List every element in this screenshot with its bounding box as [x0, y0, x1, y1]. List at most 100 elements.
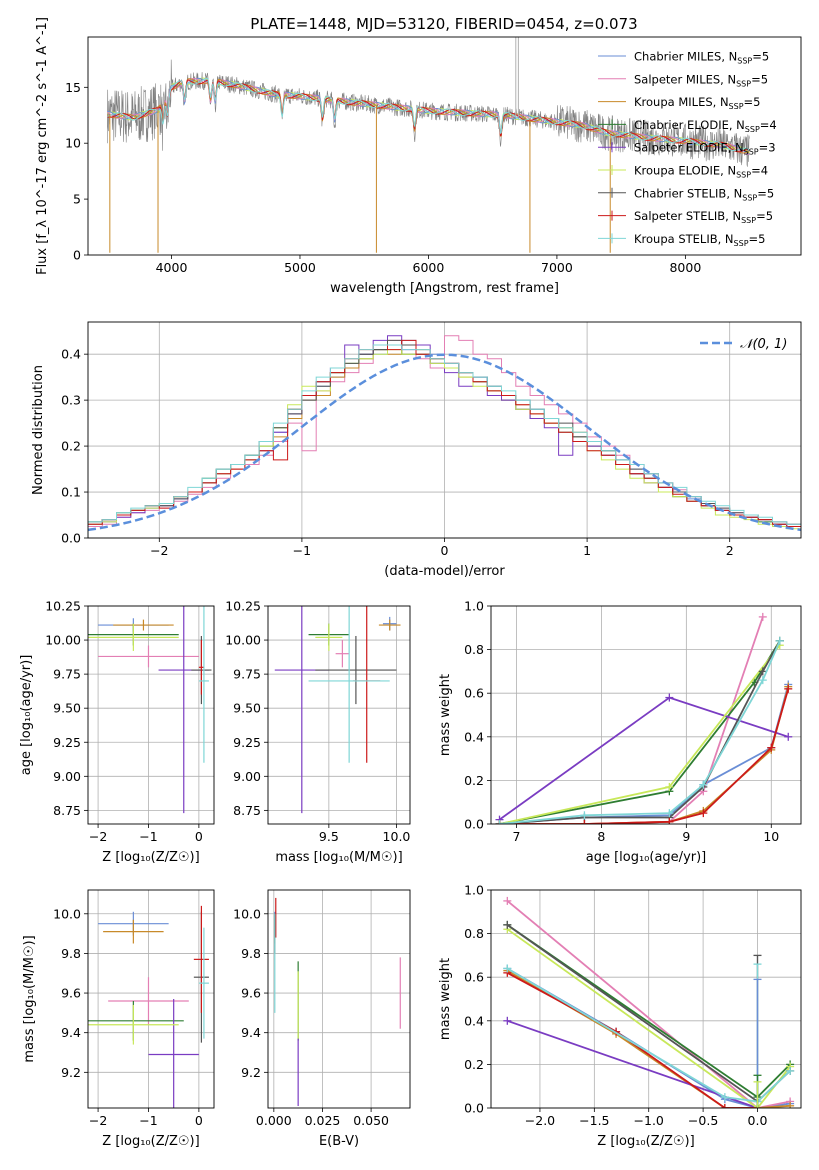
errorbar-point [198, 640, 204, 695]
residuals-panel: −2 −1 0 1 2 0.0 0.1 0.2 0.3 0.4 (data-model)/error… [31, 321, 802, 579]
y-tick-label: 0.2 [464, 1057, 484, 1072]
x-tick-label: 8000 [669, 260, 701, 275]
x-tick-label: −1 [139, 1113, 157, 1128]
plus-marker [699, 809, 708, 818]
x-tick-label: 7000 [541, 260, 573, 275]
mass-weight-line [498, 696, 789, 821]
y-tick-label: 9.2 [61, 1065, 81, 1080]
y-tick-label: 0.1 [61, 485, 81, 500]
plot-area [88, 606, 212, 814]
x-tick-label: 5000 [284, 260, 316, 275]
x-axis-label: mass [log₁₀(M/M☉)] [275, 850, 402, 865]
plus-marker [503, 1016, 512, 1025]
figure-title: PLATE=1448, MJD=53120, FIBERID=0454, z=0… [250, 15, 637, 33]
legend-label: Chabrier ELODIE, NSSP=4 [634, 118, 777, 134]
x-tick-label: −2 [89, 829, 107, 844]
x-tick-label: −1 [139, 829, 157, 844]
errorbar-point [103, 919, 164, 944]
errorbar-point [308, 606, 390, 763]
mass-weight-line [506, 967, 791, 1103]
mass-weight-vs-age-panel: 7 8 9 10 0.0 0.2 0.4 0.6 0.8 1.0 age [log₁₀(age/yr… [438, 599, 802, 865]
legend-label: Kroupa ELODIE, NSSP=4 [634, 164, 768, 180]
x-tick-label: 10 [763, 829, 779, 844]
plus-marker [665, 809, 674, 818]
errorbar-point [198, 927, 209, 1039]
x-tick-label: −2 [150, 543, 168, 558]
y-tick-label: 10.00 [45, 633, 81, 648]
errorbar-point [88, 623, 179, 651]
plus-marker [786, 1101, 795, 1108]
errorbar-point [315, 635, 397, 705]
axes-frame [267, 605, 411, 825]
plus-marker [580, 820, 589, 824]
x-tick-label: −1 [293, 543, 311, 558]
y-tick-label: 9.75 [53, 667, 81, 682]
y-tick-label: 1.0 [464, 599, 484, 614]
y-tick-label: 0.3 [61, 393, 81, 408]
plus-marker [784, 684, 793, 693]
y-tick-label: 9.6 [61, 986, 81, 1001]
y-axis-label: Flux [f_λ 10^-17 erg cm^-2 s^-1 A^-1] [35, 17, 50, 275]
plus-marker [495, 820, 504, 824]
x-tick-label: 0.000 [256, 1113, 292, 1128]
legend-label: Kroupa STELIB, NSSP=5 [634, 232, 765, 248]
y-tick-label: 0.0 [61, 531, 81, 546]
y-axis-label: mass weight [438, 958, 453, 1040]
plus-marker [503, 896, 512, 905]
axes-frame [87, 36, 802, 256]
mass-vs-ebv-panel: 0.000 0.025 0.050 9.2 9.4 9.6 9.8 10.0 E(B-V) [233, 889, 411, 1149]
errorbar-point [193, 905, 209, 1013]
errorbar-point [335, 640, 350, 668]
x-tick-label: 0.0 [748, 1113, 768, 1128]
plus-marker [665, 782, 674, 791]
y-tick-label: 10.0 [233, 906, 261, 921]
y-tick-label: 0.8 [464, 642, 484, 657]
y-axis-label: mass weight [438, 674, 453, 756]
x-axis-label: (data-model)/error [384, 564, 505, 579]
plus-marker [784, 732, 793, 741]
errorbar-point [98, 645, 199, 668]
y-tick-label: 0.2 [464, 773, 484, 788]
y-tick-label: 8.75 [53, 803, 81, 818]
y-tick-label: 9.75 [233, 667, 261, 682]
errorbar-point [315, 623, 343, 651]
x-tick-label: 7 [513, 829, 521, 844]
mass-vs-metallicity-panel: −2 −1 0 9.2 9.4 9.6 9.8 10.0 Z [log₁₀(Z/Z☉)] mass… [22, 889, 215, 1149]
plus-marker [503, 920, 512, 929]
plus-marker [503, 964, 512, 973]
errorbar-point [148, 999, 199, 1108]
model-spectrum [107, 77, 750, 151]
y-tick-label: 10 [65, 136, 81, 151]
mass-weight-vs-metallicity-panel: −2.0 −1.5 −1.0 −0.5 0.0 0.0 0.2 0.4 0.6 0.8 1.0 Z [… [438, 883, 802, 1149]
plot-area [274, 606, 401, 814]
plus-marker [580, 811, 589, 820]
mass-weight-line [499, 640, 781, 824]
x-tick-label: 0.025 [305, 1113, 341, 1128]
normal-curve [88, 353, 801, 532]
mass-weight-line [499, 640, 781, 824]
mass-weight-line [499, 640, 781, 824]
x-tick-label: 0.050 [353, 1113, 389, 1128]
plus-marker [720, 1104, 729, 1108]
x-axis-label: Z [log₁₀(Z/Z☉)] [597, 1134, 694, 1149]
plus-marker [758, 612, 767, 621]
x-tick-label: 9 [682, 829, 690, 844]
y-tick-label: 5 [73, 192, 81, 207]
plus-marker [758, 676, 767, 685]
plot-area [88, 905, 209, 1108]
errorbar-point [88, 1004, 179, 1045]
axes-frame [267, 889, 411, 1109]
y-tick-label: 9.25 [53, 735, 81, 750]
legend-label: Salpeter MILES, NSSP=5 [634, 72, 768, 88]
y-axis-label: Normed distribution [31, 365, 46, 495]
x-tick-label: 0 [441, 543, 449, 558]
plus-marker [767, 743, 776, 752]
plus-marker [720, 1093, 729, 1102]
spectrum-panel: 4000 5000 6000 7000 8000 0 5 10 15 wavelength [An… [35, 17, 802, 296]
y-tick-label: 10.0 [53, 906, 81, 921]
legend-label: Salpeter ELODIE, NSSP=3 [634, 141, 776, 157]
axes-frame [490, 605, 802, 825]
plot-area [88, 335, 801, 538]
x-tick-label: 2 [726, 543, 734, 558]
x-tick-label: 9.5 [319, 829, 339, 844]
